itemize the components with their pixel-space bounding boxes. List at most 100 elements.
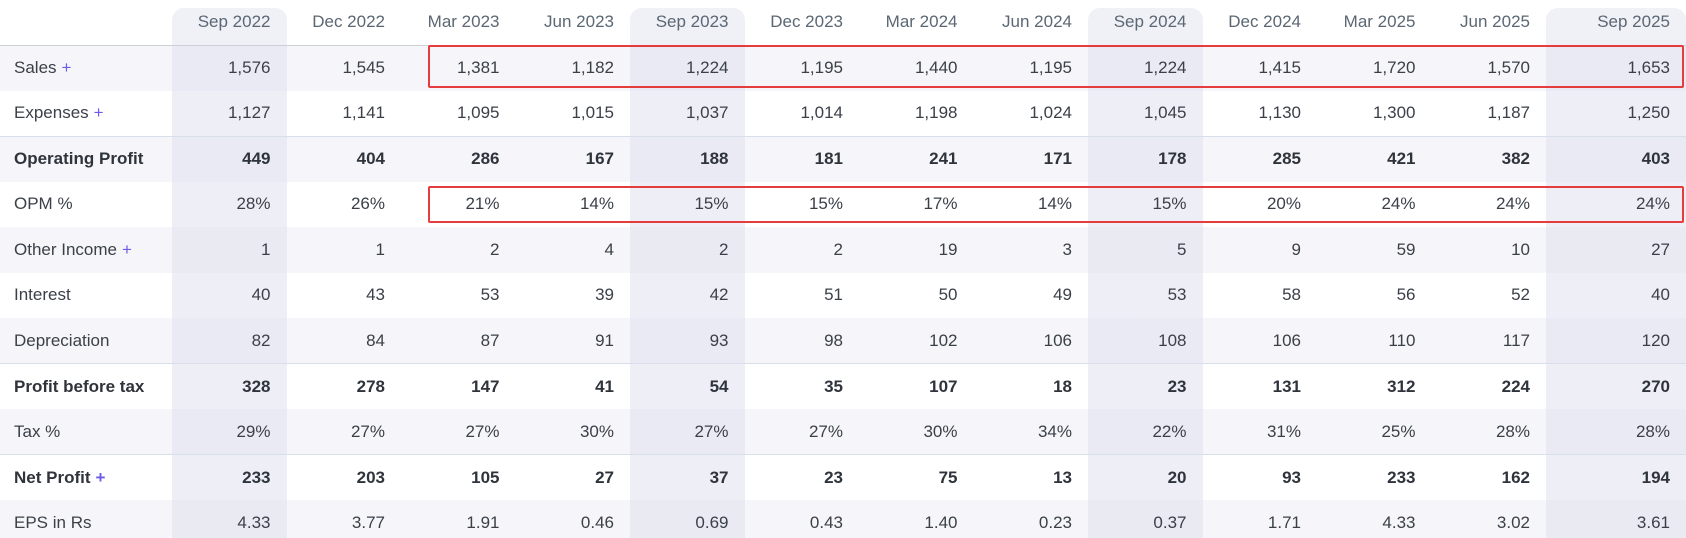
cell-net-profit-dec-2023: 23 (744, 454, 859, 500)
table-row-net-profit: Net Profit +233 203 105 27 37 23 75 13 20 93 233 162… (0, 454, 1686, 500)
cell-other-income-jun-2023: 4 (515, 227, 630, 273)
cell-operating-profit-mar-2023: 286 (401, 135, 516, 182)
cell-interest-sep-2024: 53 (1088, 272, 1203, 318)
cell-other-income-dec-2023: 2 (744, 227, 859, 273)
cell-interest-mar-2023: 53 (480, 285, 500, 305)
cell-opm-dec-2022: 26% (350, 194, 385, 214)
row-label-eps-in-rs: EPS in Rs (0, 500, 172, 538)
cell-net-profit-sep-2022: 233 (172, 454, 287, 500)
cell-depreciation-jun-2024: 106 (973, 318, 1088, 364)
cell-interest-dec-2024: 58 (1282, 285, 1301, 305)
cell-operating-profit-dec-2023: 181 (744, 135, 859, 182)
cell-eps-in-rs-jun-2023: 0.46 (515, 500, 630, 538)
table-row-depreciation: Depreciation 82 84 87 91 93 98 102 106 108 106 110 1… (0, 318, 1686, 364)
cell-tax-dec-2024: 31% (1202, 409, 1317, 455)
cell-sales-sep-2024: 1,224 (1088, 45, 1203, 91)
cell-expenses-jun-2024: 1,024 (1029, 103, 1072, 122)
cell-sales-sep-2023: 1,224 (630, 45, 745, 91)
row-label-other-income[interactable]: Other Income + (0, 227, 172, 273)
cell-sales-dec-2024: 1,415 (1202, 45, 1317, 91)
column-header-sep-2023: Sep 2023 (630, 0, 745, 46)
cell-expenses-dec-2024: 1,130 (1258, 103, 1301, 122)
cell-net-profit-mar-2023: 105 (401, 454, 516, 500)
row-label-text: Profit before tax (14, 376, 145, 396)
column-header-mar-2024: Mar 2024 (859, 0, 974, 46)
corner-header-cell (0, 0, 172, 46)
cell-depreciation-dec-2024: 106 (1202, 318, 1317, 364)
cell-operating-profit-dec-2022: 404 (286, 135, 401, 182)
cell-tax-jun-2025: 28% (1431, 409, 1546, 455)
cell-depreciation-mar-2023: 87 (401, 318, 516, 364)
column-header-jun-2025: Jun 2025 (1431, 0, 1546, 46)
cell-expenses-sep-2023: 1,037 (630, 90, 745, 136)
table-row-eps-in-rs: EPS in Rs 4.33 3.77 1.91 0.46 0.69 0.43 1.40 0.2… (0, 500, 1686, 538)
column-header-dec-2024: Dec 2024 (1202, 0, 1317, 46)
cell-operating-profit-dec-2024: 285 (1202, 135, 1317, 182)
cell-profit-before-tax-dec-2024: 131 (1202, 363, 1317, 409)
expand-plus-icon[interactable]: + (95, 467, 106, 487)
cell-tax-mar-2025: 25% (1317, 409, 1432, 455)
cell-other-income-mar-2023: 2 (401, 227, 516, 273)
cell-depreciation-mar-2024: 102 (859, 318, 974, 364)
cell-profit-before-tax-jun-2024: 18 (973, 363, 1088, 409)
cell-tax-jun-2023: 30% (515, 409, 630, 455)
cell-profit-before-tax-mar-2023: 147 (401, 363, 516, 409)
cell-tax-mar-2023: 27% (401, 409, 516, 455)
cell-net-profit-mar-2024: 75 (859, 454, 974, 500)
cell-sales-jun-2023: 1,182 (515, 45, 630, 91)
cell-eps-in-rs-sep-2022: 4.33 (172, 500, 287, 538)
cell-eps-in-rs-mar-2025: 4.33 (1317, 500, 1432, 538)
cell-depreciation-mar-2025: 110 (1317, 318, 1432, 364)
cell-expenses-mar-2025: 1,300 (1372, 103, 1416, 122)
cell-sales-dec-2023: 1,195 (744, 45, 859, 91)
cell-depreciation-sep-2024: 108 (1088, 318, 1203, 364)
cell-tax-sep-2025: 28% (1546, 409, 1686, 455)
table-row-other-income: Other Income +1 1 2 4 2 2 19 3 5 9 59 10 27 (0, 227, 1686, 273)
column-header-label: Dec 2024 (1228, 12, 1301, 32)
cell-operating-profit-jun-2024: 171 (973, 135, 1088, 182)
row-label-text: Depreciation (14, 330, 110, 350)
row-label-expenses[interactable]: Expenses + (0, 91, 172, 137)
cell-sales-dec-2022: 1,545 (286, 45, 401, 91)
cell-net-profit-jun-2023: 27 (515, 454, 630, 500)
cell-opm-mar-2025: 24% (1381, 194, 1416, 214)
expand-plus-icon[interactable]: + (122, 239, 132, 259)
expand-plus-icon[interactable]: + (93, 103, 104, 122)
cell-expenses-jun-2025: 1,187 (1487, 103, 1530, 122)
cell-opm-sep-2023: 15% (630, 181, 745, 227)
cell-opm-mar-2024: 17% (923, 194, 958, 214)
column-header-label: Mar 2024 (885, 12, 958, 32)
row-label-text: Sales (14, 58, 57, 77)
cell-profit-before-tax-sep-2023: 54 (630, 363, 745, 409)
cell-eps-in-rs-dec-2024: 1.71 (1202, 500, 1317, 538)
cell-interest-jun-2023: 39 (595, 285, 614, 305)
table-row-interest: Interest 40 43 53 39 42 51 50 49 53 58 56 52 40 (0, 272, 1686, 318)
column-header-sep-2022: Sep 2022 (172, 0, 287, 46)
row-label-depreciation: Depreciation (0, 318, 172, 364)
row-label-text: Expenses (14, 103, 89, 122)
cell-opm-jun-2024: 14% (1037, 194, 1072, 214)
column-header-label: Mar 2023 (427, 12, 500, 32)
cell-profit-before-tax-mar-2024: 107 (859, 363, 974, 409)
cell-tax-dec-2022: 27% (286, 409, 401, 455)
row-label-net-profit[interactable]: Net Profit + (0, 454, 172, 500)
row-label-operating-profit: Operating Profit (0, 135, 172, 182)
cell-sales-sep-2025: 1,653 (1546, 45, 1686, 91)
column-header-sep-2025: Sep 2025 (1546, 0, 1686, 46)
cell-operating-profit-jun-2025: 382 (1431, 135, 1546, 182)
cell-eps-in-rs-sep-2025: 3.61 (1546, 500, 1686, 538)
cell-depreciation-dec-2022: 84 (286, 318, 401, 364)
cell-profit-before-tax-jun-2023: 41 (515, 363, 630, 409)
cell-net-profit-mar-2025: 233 (1317, 454, 1432, 500)
row-label-sales[interactable]: Sales + (0, 45, 172, 91)
cell-interest-dec-2023: 51 (824, 285, 843, 305)
column-header-label: Dec 2023 (770, 12, 843, 32)
column-header-label: Jun 2024 (1002, 12, 1072, 32)
cell-interest-sep-2025: 40 (1546, 272, 1686, 318)
cell-opm-jun-2025: 24% (1495, 194, 1530, 214)
cell-profit-before-tax-sep-2022: 328 (172, 363, 287, 409)
column-header-jun-2023: Jun 2023 (515, 0, 630, 46)
cell-other-income-dec-2022: 1 (286, 227, 401, 273)
expand-plus-icon[interactable]: + (61, 58, 72, 77)
cell-eps-in-rs-jun-2024: 0.23 (973, 500, 1088, 538)
